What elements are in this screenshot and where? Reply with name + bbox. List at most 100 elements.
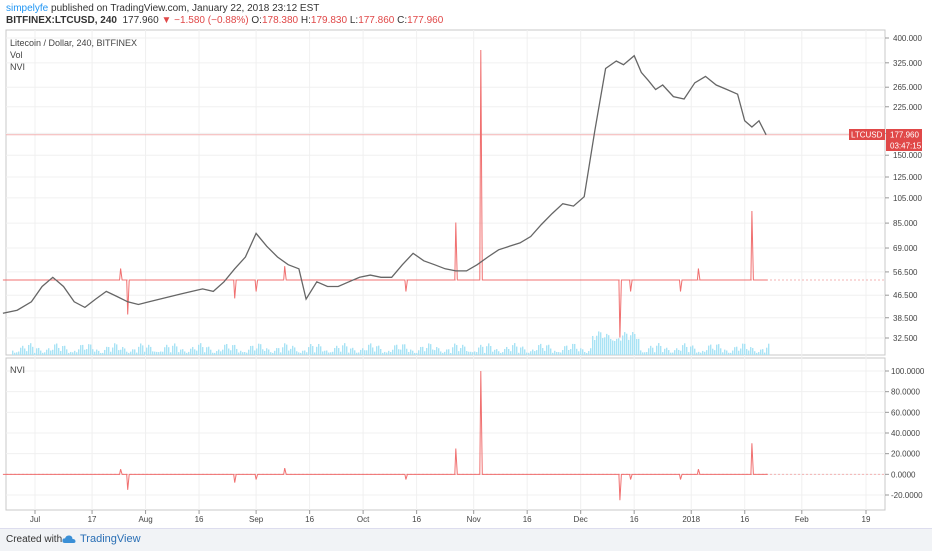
volume-bar (216, 351, 218, 355)
volume-bar (428, 343, 430, 355)
volume-bar (78, 349, 80, 355)
volume-bar (414, 352, 416, 355)
volume-bar (274, 350, 276, 355)
publish-info: simpelyfe published on TradingView.com, … (6, 3, 319, 14)
volume-bar (300, 352, 302, 355)
volume-bar (298, 352, 300, 355)
time-tick-label: Feb (795, 515, 809, 524)
volume-bar (348, 352, 350, 355)
volume-bar (628, 339, 630, 355)
volume-bar (512, 345, 514, 355)
countdown-text: 03:47:15 (890, 142, 922, 151)
volume-bar (642, 352, 644, 355)
volume-bar (718, 344, 720, 355)
volume-bar (648, 348, 650, 355)
volume-bar (476, 352, 478, 355)
nvi-pane-line (2, 370, 768, 501)
volume-bar (250, 345, 252, 355)
volume-bar (306, 352, 308, 355)
volume-bar (44, 352, 46, 355)
volume-bar (418, 350, 420, 355)
volume-bar (292, 345, 294, 355)
volume-bar (738, 350, 740, 355)
volume-bar (378, 345, 380, 355)
vol-label: Vol (10, 50, 23, 60)
volume-bar (644, 352, 646, 355)
volume-bar (80, 345, 82, 355)
nvi-pane-legend: NVI (10, 364, 25, 376)
volume-bar (206, 347, 208, 355)
volume-bar (646, 352, 648, 355)
volume-bar (390, 352, 392, 355)
volume-bar (174, 343, 176, 355)
l-label: L: (349, 15, 359, 26)
volume-bar (652, 347, 654, 355)
volume-bar (676, 348, 678, 355)
volume-bar (110, 351, 112, 355)
volume-bar (740, 348, 742, 355)
volume-bar (710, 344, 712, 355)
volume-bar (722, 352, 724, 355)
volume-bar (82, 344, 84, 355)
price-tick-label: 69.000 (893, 244, 918, 253)
volume-bar (636, 339, 638, 355)
chart-canvas[interactable]: 400.000325.000265.000225.000180.000150.0… (0, 0, 932, 528)
volume-bar (160, 351, 162, 355)
tradingview-brand[interactable]: TradingView (80, 533, 141, 545)
volume-bar (560, 352, 562, 355)
volume-bar (516, 346, 518, 355)
volume-bar (680, 350, 682, 355)
volume-bar (614, 340, 616, 355)
volume-bar (20, 347, 22, 355)
volume-bar (150, 346, 152, 355)
volume-bar (732, 350, 734, 355)
volume-bar (294, 347, 296, 355)
volume-bar (30, 343, 32, 355)
volume-bar (86, 349, 88, 355)
volume-bar (360, 349, 362, 355)
volume-bar (210, 349, 212, 355)
volume-bar (468, 351, 470, 355)
volume-bar (532, 349, 534, 355)
volume-bar (178, 352, 180, 355)
volume-bar (290, 348, 292, 355)
volume-bar (510, 351, 512, 355)
price-tick-label: 125.000 (893, 173, 922, 182)
nvi-label: NVI (10, 62, 26, 72)
volume-bar (444, 351, 446, 355)
volume-bar (492, 351, 494, 355)
volume-bar (686, 346, 688, 355)
price-badges: LTCUSD 177.960 03:47:15 (849, 129, 922, 151)
volume-bar (284, 343, 286, 355)
volume-bar (266, 348, 268, 355)
volume-bar (130, 351, 132, 355)
time-tick-label: 19 (862, 515, 871, 524)
volume-bar (126, 351, 128, 355)
volume-bar (218, 349, 220, 355)
volume-bar (240, 350, 242, 355)
volume-bar (270, 352, 272, 355)
volume-bar (88, 344, 90, 355)
volume-bar (128, 352, 130, 355)
volume-bar (32, 346, 34, 355)
price-tick-label: 150.000 (893, 151, 922, 160)
volume-bar (622, 335, 624, 355)
volume-bars (12, 331, 770, 355)
time-tick-label: 16 (523, 515, 532, 524)
volume-bar (384, 351, 386, 355)
volume-bar (320, 346, 322, 355)
volume-bar (236, 348, 238, 355)
volume-bar (288, 350, 290, 355)
volume-bar (660, 345, 662, 355)
o-label: O: (251, 15, 262, 26)
author-link[interactable]: simpelyfe (6, 3, 49, 14)
volume-bar (376, 346, 378, 355)
volume-bar (94, 351, 96, 355)
volume-bar (170, 352, 172, 355)
volume-bar (184, 351, 186, 355)
volume-bar (272, 352, 274, 355)
volume-bar (582, 349, 584, 355)
volume-bar (702, 350, 704, 355)
time-tick-label: Dec (574, 515, 588, 524)
symbol-badge-text: LTCUSD (851, 131, 883, 140)
